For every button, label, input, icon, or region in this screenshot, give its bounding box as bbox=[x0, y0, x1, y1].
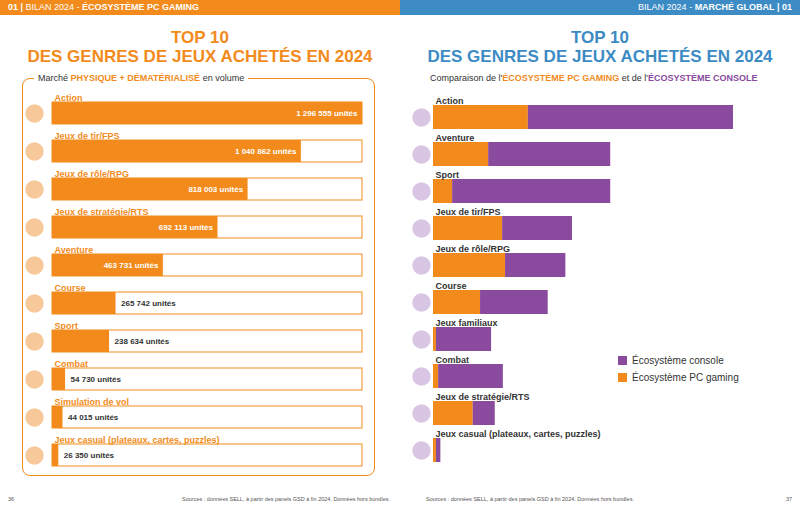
svg-text:Jeux de tir/FPS: Jeux de tir/FPS bbox=[55, 131, 120, 141]
svg-text:Aventure: Aventure bbox=[55, 245, 94, 255]
html-text:DES GENRES DE JEUX ACHETÉS EN: DES GENRES DE JEUX ACHETÉS EN 2024 bbox=[27, 47, 373, 66]
svg-text:Jeux familiaux: Jeux familiaux bbox=[436, 318, 498, 328]
svg-text:463 731 unités: 463 731 unités bbox=[104, 261, 159, 270]
svg-text:54 730 unités: 54 730 unités bbox=[71, 375, 122, 384]
html-text:Sources : données SELL, à part: Sources : données SELL, à partir des pan… bbox=[182, 496, 390, 502]
svg-text:692 113 unités: 692 113 unités bbox=[159, 223, 214, 232]
svg-text:Jeux casual (plateaux, cartes,: Jeux casual (plateaux, cartes, puzzles) bbox=[436, 429, 601, 439]
html-text:BILAN 2024 - MARCHÉ GLOBAL | 0: BILAN 2024 - MARCHÉ GLOBAL | 01 bbox=[638, 2, 792, 12]
html-text:37: 37 bbox=[785, 496, 792, 502]
svg-text:Action: Action bbox=[436, 96, 464, 106]
svg-text:Course: Course bbox=[55, 283, 86, 293]
html-text:Écosystème console: Écosystème console bbox=[632, 355, 724, 366]
html-text:DES GENRES DE JEUX ACHETÉS EN: DES GENRES DE JEUX ACHETÉS EN 2024 bbox=[427, 47, 773, 66]
html-text:TOP 10: TOP 10 bbox=[171, 28, 229, 47]
svg-text:Combat: Combat bbox=[55, 359, 89, 369]
svg-text:238 634 unités: 238 634 unités bbox=[115, 337, 170, 346]
html-text:Sources : données SELL, à part: Sources : données SELL, à partir des pan… bbox=[426, 496, 634, 502]
html-text:36: 36 bbox=[8, 496, 15, 502]
html-text:Marché PHYSIQUE + DÉMATÉRIALIS: Marché PHYSIQUE + DÉMATÉRIALISÉ en volum… bbox=[38, 73, 245, 83]
svg-text:Course: Course bbox=[436, 281, 467, 291]
html-text:01 | BILAN 2024 - ÉCOSYSTÈME P: 01 | BILAN 2024 - ÉCOSYSTÈME PC GAMING bbox=[8, 2, 200, 12]
svg-text:Jeux de stratégie/RTS: Jeux de stratégie/RTS bbox=[436, 392, 530, 402]
svg-text:Aventure: Aventure bbox=[436, 133, 475, 143]
svg-text:Jeux de tir/FPS: Jeux de tir/FPS bbox=[436, 207, 501, 217]
svg-text:Jeux casual (plateaux, cartes,: Jeux casual (plateaux, cartes, puzzles) bbox=[55, 435, 220, 445]
svg-text:1 040 862 unités: 1 040 862 unités bbox=[235, 147, 297, 156]
svg-text:Jeux de rôle/RPG: Jeux de rôle/RPG bbox=[55, 169, 130, 179]
svg-text:1 296 555 unités: 1 296 555 unités bbox=[296, 109, 358, 118]
svg-text:Simulation de vol: Simulation de vol bbox=[55, 397, 130, 407]
svg-text:265 742 unités: 265 742 unités bbox=[121, 299, 176, 308]
svg-text:Sport: Sport bbox=[436, 170, 460, 180]
svg-text:Jeux de rôle/RPG: Jeux de rôle/RPG bbox=[436, 244, 511, 254]
svg-text:Combat: Combat bbox=[436, 355, 470, 365]
html-text:TOP 10: TOP 10 bbox=[571, 28, 629, 47]
svg-text:44 015 unités: 44 015 unités bbox=[68, 413, 119, 422]
svg-text:Jeux de stratégie/RTS: Jeux de stratégie/RTS bbox=[55, 207, 149, 217]
html-text:Comparaison de l' ÉCOSYSTÈME P: Comparaison de l' ÉCOSYSTÈME PC GAMING e… bbox=[430, 73, 758, 83]
svg-text:Action: Action bbox=[55, 93, 83, 103]
svg-text:Sport: Sport bbox=[55, 321, 79, 331]
svg-text:818 003 unités: 818 003 unités bbox=[188, 185, 243, 194]
svg-text:26 350 unités: 26 350 unités bbox=[64, 451, 115, 460]
html-text:Écosystème PC gaming: Écosystème PC gaming bbox=[632, 372, 739, 383]
